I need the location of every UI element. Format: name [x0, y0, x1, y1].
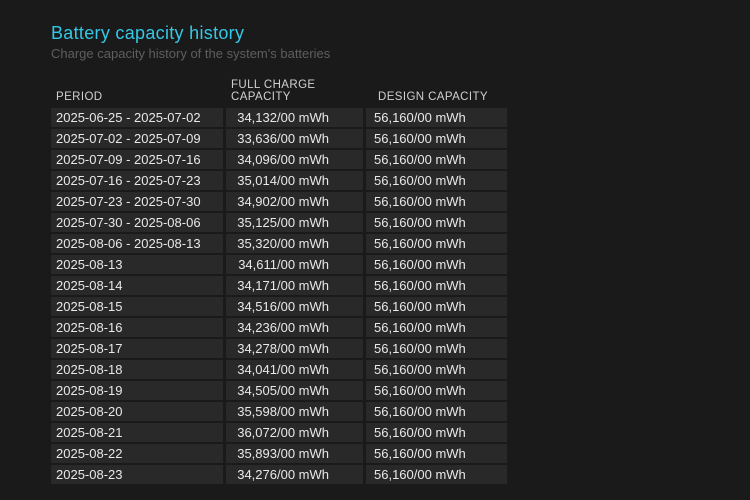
- design-capacity-cell: 56,160/00 mWh: [366, 192, 507, 211]
- period-cell: 2025-07-09 - 2025-07-16: [51, 150, 226, 169]
- period-cell: 2025-08-23: [51, 465, 226, 484]
- full-charge-capacity-cell: 35,014/00 mWh: [226, 171, 366, 190]
- full-charge-capacity-cell: 34,505/00 mWh: [226, 381, 366, 400]
- design-capacity-cell: 56,160/00 mWh: [366, 234, 507, 253]
- table-row: 2025-08-17 34,278/00 mWh 56,160/00 mWh: [51, 339, 507, 358]
- period-cell: 2025-08-18: [51, 360, 226, 379]
- design-capacity-cell: 56,160/00 mWh: [366, 276, 507, 295]
- design-capacity-cell: 56,160/00 mWh: [366, 129, 507, 148]
- table-row: 2025-08-22 35,893/00 mWh 56,160/00 mWh: [51, 444, 507, 463]
- design-capacity-cell: 56,160/00 mWh: [366, 381, 507, 400]
- battery-capacity-report: Battery capacity history Charge capacity…: [51, 22, 711, 486]
- table-row: 2025-08-13 34,611/00 mWh 56,160/00 mWh: [51, 255, 507, 274]
- full-charge-capacity-cell: 35,320/00 mWh: [226, 234, 366, 253]
- period-cell: 2025-08-19: [51, 381, 226, 400]
- table-row: 2025-08-16 34,236/00 mWh 56,160/00 mWh: [51, 318, 507, 337]
- table-body: 2025-06-25 - 2025-07-02 34,132/00 mWh 56,1…: [51, 108, 507, 484]
- design-capacity-cell: 56,160/00 mWh: [366, 150, 507, 169]
- column-header-design-capacity: DESIGN CAPACITY: [378, 91, 488, 103]
- table-row: 2025-08-19 34,505/00 mWh 56,160/00 mWh: [51, 381, 507, 400]
- full-charge-capacity-cell: 34,096/00 mWh: [226, 150, 366, 169]
- design-capacity-cell: 56,160/00 mWh: [366, 318, 507, 337]
- column-header-period: PERIOD: [56, 91, 103, 103]
- period-cell: 2025-08-16: [51, 318, 226, 337]
- design-capacity-cell: 56,160/00 mWh: [366, 465, 507, 484]
- design-capacity-cell: 56,160/00 mWh: [366, 297, 507, 316]
- full-charge-capacity-cell: 34,041/00 mWh: [226, 360, 366, 379]
- period-cell: 2025-08-17: [51, 339, 226, 358]
- full-charge-capacity-cell: 35,598/00 mWh: [226, 402, 366, 421]
- design-capacity-cell: 56,160/00 mWh: [366, 213, 507, 232]
- design-capacity-cell: 56,160/00 mWh: [366, 444, 507, 463]
- period-cell: 2025-08-22: [51, 444, 226, 463]
- design-capacity-cell: 56,160/00 mWh: [366, 339, 507, 358]
- table-row: 2025-07-02 - 2025-07-09 33,636/00 mWh 56,1…: [51, 129, 507, 148]
- capacity-history-table: PERIOD FULL CHARGE CAPACITY DESIGN CAPAC…: [51, 77, 507, 486]
- table-row: 2025-07-16 - 2025-07-23 35,014/00 mWh 56,1…: [51, 171, 507, 190]
- design-capacity-cell: 56,160/00 mWh: [366, 402, 507, 421]
- design-capacity-cell: 56,160/00 mWh: [366, 171, 507, 190]
- period-cell: 2025-06-25 - 2025-07-02: [51, 108, 226, 127]
- table-row: 2025-08-18 34,041/00 mWh 56,160/00 mWh: [51, 360, 507, 379]
- period-cell: 2025-08-20: [51, 402, 226, 421]
- full-charge-capacity-cell: 34,236/00 mWh: [226, 318, 366, 337]
- table-header-row: PERIOD FULL CHARGE CAPACITY DESIGN CAPAC…: [51, 79, 507, 106]
- report-subtitle: Charge capacity history of the system's …: [51, 46, 331, 61]
- table-row: 2025-08-20 35,598/00 mWh 56,160/00 mWh: [51, 402, 507, 421]
- period-cell: 2025-08-06 - 2025-08-13: [51, 234, 226, 253]
- column-header-full-charge-capacity: FULL CHARGE CAPACITY: [231, 79, 316, 103]
- full-charge-capacity-cell: 34,516/00 mWh: [226, 297, 366, 316]
- full-charge-capacity-cell: 34,276/00 mWh: [226, 465, 366, 484]
- table-row: 2025-08-23 34,276/00 mWh 56,160/00 mWh: [51, 465, 507, 484]
- full-charge-capacity-cell: 35,125/00 mWh: [226, 213, 366, 232]
- design-capacity-cell: 56,160/00 mWh: [366, 108, 507, 127]
- report-title: Battery capacity history: [51, 23, 245, 43]
- period-cell: 2025-08-14: [51, 276, 226, 295]
- full-charge-capacity-cell: 34,278/00 mWh: [226, 339, 366, 358]
- table-row: 2025-07-30 - 2025-08-06 35,125/00 mWh 56,1…: [51, 213, 507, 232]
- period-cell: 2025-07-02 - 2025-07-09: [51, 129, 226, 148]
- full-charge-capacity-cell: 34,902/00 mWh: [226, 192, 366, 211]
- table-row: 2025-08-06 - 2025-08-13 35,320/00 mWh 56,1…: [51, 234, 507, 253]
- table-row: 2025-07-23 - 2025-07-30 34,902/00 mWh 56,1…: [51, 192, 507, 211]
- table-row: 2025-08-15 34,516/00 mWh 56,160/00 mWh: [51, 297, 507, 316]
- table-row: 2025-08-14 34,171/00 mWh 56,160/00 mWh: [51, 276, 507, 295]
- design-capacity-cell: 56,160/00 mWh: [366, 255, 507, 274]
- full-charge-capacity-cell: 35,893/00 mWh: [226, 444, 366, 463]
- table-row: 2025-07-09 - 2025-07-16 34,096/00 mWh 56,1…: [51, 150, 507, 169]
- full-charge-capacity-cell: 34,171/00 mWh: [226, 276, 366, 295]
- period-cell: 2025-07-16 - 2025-07-23: [51, 171, 226, 190]
- design-capacity-cell: 56,160/00 mWh: [366, 423, 507, 442]
- period-cell: 2025-08-15: [51, 297, 226, 316]
- full-charge-capacity-cell: 36,072/00 mWh: [226, 423, 366, 442]
- period-cell: 2025-07-30 - 2025-08-06: [51, 213, 226, 232]
- period-cell: 2025-08-21: [51, 423, 226, 442]
- table-row: 2025-08-21 36,072/00 mWh 56,160/00 mWh: [51, 423, 507, 442]
- period-cell: 2025-08-13: [51, 255, 226, 274]
- period-cell: 2025-07-23 - 2025-07-30: [51, 192, 226, 211]
- design-capacity-cell: 56,160/00 mWh: [366, 360, 507, 379]
- table-row: 2025-06-25 - 2025-07-02 34,132/00 mWh 56,1…: [51, 108, 507, 127]
- full-charge-capacity-cell: 33,636/00 mWh: [226, 129, 366, 148]
- full-charge-capacity-cell: 34,132/00 mWh: [226, 108, 366, 127]
- full-charge-capacity-cell: 34,611/00 mWh: [226, 255, 366, 274]
